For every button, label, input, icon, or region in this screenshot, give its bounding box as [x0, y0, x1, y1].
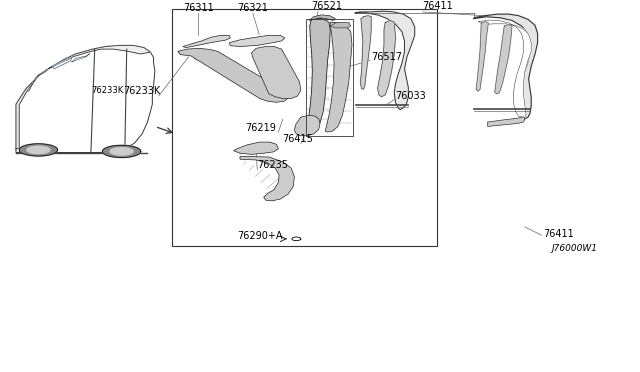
Polygon shape — [19, 144, 58, 156]
Polygon shape — [294, 115, 320, 136]
Polygon shape — [16, 45, 155, 153]
Polygon shape — [240, 156, 294, 201]
Polygon shape — [37, 45, 150, 76]
Polygon shape — [360, 16, 371, 89]
Polygon shape — [330, 22, 351, 28]
Polygon shape — [307, 19, 330, 131]
Polygon shape — [102, 145, 141, 157]
Bar — [172, 9, 437, 246]
Polygon shape — [183, 35, 230, 48]
Text: 76233K: 76233K — [123, 86, 160, 96]
Polygon shape — [110, 148, 133, 155]
Polygon shape — [309, 15, 335, 20]
Text: 76411: 76411 — [543, 229, 573, 239]
Text: 76311: 76311 — [183, 3, 214, 13]
Text: 76521: 76521 — [311, 1, 342, 11]
Polygon shape — [27, 69, 48, 91]
Polygon shape — [16, 74, 40, 149]
Polygon shape — [325, 22, 352, 132]
Text: 76411: 76411 — [422, 1, 453, 11]
Polygon shape — [495, 25, 512, 94]
Polygon shape — [234, 142, 278, 154]
Polygon shape — [355, 11, 415, 110]
Text: 76235: 76235 — [257, 160, 288, 170]
Text: J76000W1: J76000W1 — [552, 244, 598, 253]
Text: 76290+A: 76290+A — [237, 231, 282, 241]
Polygon shape — [252, 46, 301, 99]
Text: 76321: 76321 — [237, 3, 268, 13]
Text: 76033: 76033 — [396, 90, 426, 100]
Polygon shape — [72, 54, 90, 62]
Polygon shape — [474, 14, 538, 119]
Text: 76233K: 76233K — [92, 86, 124, 95]
Text: 76517: 76517 — [371, 51, 402, 61]
Polygon shape — [488, 117, 525, 126]
Polygon shape — [178, 48, 289, 102]
Polygon shape — [479, 20, 531, 118]
Text: 76415: 76415 — [282, 134, 313, 144]
Bar — [306, 19, 353, 136]
Polygon shape — [476, 22, 488, 91]
Polygon shape — [52, 58, 72, 69]
Text: 76219: 76219 — [246, 123, 276, 133]
Polygon shape — [378, 20, 396, 97]
Polygon shape — [27, 146, 50, 154]
Polygon shape — [229, 35, 285, 46]
